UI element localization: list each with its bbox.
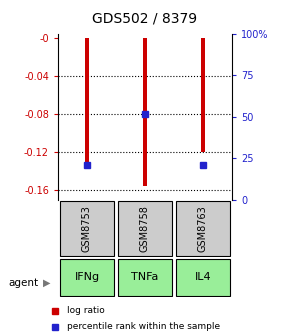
FancyBboxPatch shape <box>60 201 114 256</box>
Text: percentile rank within the sample: percentile rank within the sample <box>67 322 220 331</box>
FancyBboxPatch shape <box>118 259 172 296</box>
Text: GSM8758: GSM8758 <box>140 205 150 252</box>
Text: log ratio: log ratio <box>67 306 105 315</box>
Bar <box>143 38 147 186</box>
Text: GDS502 / 8379: GDS502 / 8379 <box>93 12 197 26</box>
Text: IL4: IL4 <box>195 272 211 282</box>
Text: GSM8753: GSM8753 <box>82 205 92 252</box>
Text: TNFa: TNFa <box>131 272 159 282</box>
Bar <box>201 38 205 153</box>
FancyBboxPatch shape <box>176 201 230 256</box>
Text: ▶: ▶ <box>43 278 51 288</box>
FancyBboxPatch shape <box>118 201 172 256</box>
FancyBboxPatch shape <box>176 259 230 296</box>
Text: agent: agent <box>9 278 39 288</box>
Text: GSM8763: GSM8763 <box>198 205 208 252</box>
Text: IFNg: IFNg <box>75 272 99 282</box>
FancyBboxPatch shape <box>60 259 114 296</box>
Bar <box>85 38 89 162</box>
